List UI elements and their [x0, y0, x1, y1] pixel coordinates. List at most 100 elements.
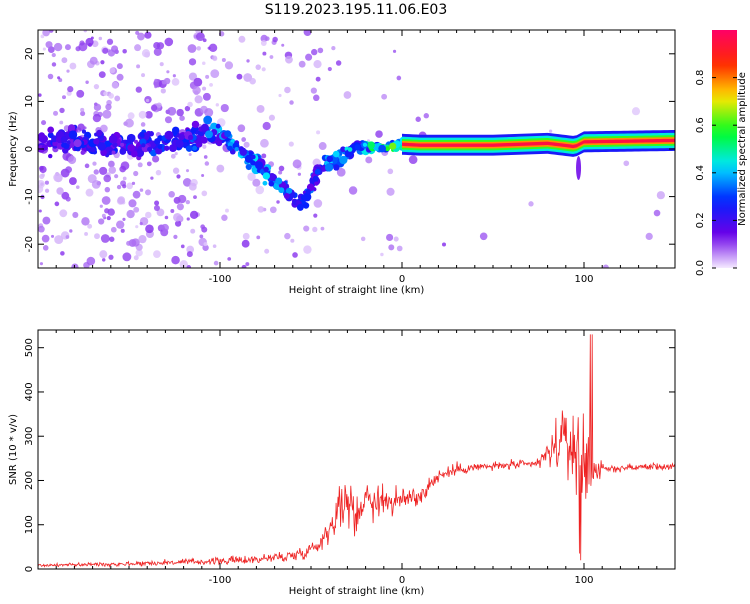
spectrogram-x-tick-label: -100	[209, 274, 232, 285]
spectrum-blob	[196, 46, 201, 51]
spectrum-blob	[85, 80, 89, 84]
spectrum-blob	[116, 184, 122, 190]
spectrum-blob	[479, 232, 488, 241]
spectrum-blob	[42, 30, 50, 37]
spectrum-blob	[316, 130, 321, 135]
spectrum-blob	[317, 47, 324, 54]
spectrum-blob	[290, 238, 295, 243]
spectrum-blob	[311, 48, 318, 56]
spectrum-blob	[423, 113, 429, 119]
spectrum-blob	[106, 216, 111, 221]
spectrum-blob	[102, 109, 112, 119]
ridge-blob	[278, 187, 285, 194]
spectrum-blob	[224, 61, 234, 70]
spectrum-blob	[109, 67, 116, 74]
ridge-blob	[154, 138, 161, 145]
ridge-blob	[296, 203, 304, 211]
spectrum-blob	[99, 166, 108, 175]
spectrum-blob	[199, 234, 204, 239]
spectrum-blob	[164, 215, 169, 220]
spectrum-blob	[132, 190, 141, 199]
spectrum-blob	[144, 31, 152, 39]
ridge-blob	[324, 163, 334, 172]
spectrum-blob	[101, 196, 111, 205]
spectrum-blob	[318, 142, 327, 150]
spectrum-blob	[65, 166, 72, 174]
spectrum-blob	[327, 66, 332, 72]
spectrum-blob	[131, 181, 136, 186]
spectrum-blob	[39, 173, 45, 180]
ridge-blob	[262, 172, 270, 180]
spectrum-blob	[122, 176, 127, 181]
spectrum-blob	[313, 60, 322, 69]
spectrum-blob	[108, 160, 115, 168]
ridge-blob	[339, 155, 348, 165]
spectrum-blob	[298, 60, 306, 68]
snr-y-tick-label: 0	[24, 566, 35, 572]
spectrum-blob	[53, 42, 63, 52]
spectrum-blob	[120, 161, 130, 171]
spectrum-blob	[122, 48, 127, 54]
snr-x-tick-label: 0	[399, 575, 405, 586]
ridge-blob	[185, 145, 193, 152]
spectrum-blob	[164, 37, 174, 47]
ridge-blob	[332, 158, 338, 164]
ridge-blob	[268, 173, 276, 181]
ridge-blob	[304, 194, 311, 201]
ridge-blob	[127, 143, 135, 152]
spectrum-blob	[145, 224, 154, 234]
spectrum-blob	[172, 74, 176, 78]
spectrum-blob	[645, 232, 653, 241]
spectrum-blob	[67, 86, 74, 93]
spectrum-blob	[237, 124, 246, 133]
spectrum-blob	[188, 152, 192, 157]
spectrum-blob	[85, 37, 94, 47]
ridge-blob	[205, 130, 213, 139]
snr-plot-frame	[37, 329, 676, 570]
ridge-blob	[81, 129, 87, 134]
spectrum-blob	[114, 95, 121, 102]
ridge-blob	[333, 164, 340, 171]
spectrum-blob	[392, 49, 397, 53]
spectrum-blob	[173, 212, 182, 222]
colorbar-tick-label: 0.0	[695, 260, 706, 276]
spectrum-blob	[126, 209, 135, 219]
spectrum-blob	[186, 245, 195, 254]
spectrum-blob	[80, 107, 85, 113]
ridge-blob	[155, 147, 163, 155]
ridge-blob	[340, 146, 346, 153]
spectrum-blob	[71, 263, 79, 268]
spectrum-blob	[84, 232, 88, 236]
spectrum-blob	[249, 77, 256, 85]
spectrum-blob	[133, 206, 140, 213]
spectrum-blob	[92, 161, 97, 166]
ridge-blob	[285, 187, 293, 194]
spectrum-blob	[133, 170, 139, 177]
spectrum-blob	[101, 213, 106, 218]
spectrum-blob	[110, 226, 117, 233]
spectrum-blob	[656, 191, 665, 200]
ridge-blob	[239, 148, 248, 156]
spectrum-blob	[141, 73, 146, 78]
spectrum-blob	[261, 153, 267, 159]
spectrum-blob	[313, 213, 318, 218]
spectrum-blob	[196, 32, 205, 41]
spectrum-blob	[98, 36, 103, 41]
spectrum-blob	[167, 106, 177, 116]
spectrum-blob	[262, 121, 271, 131]
spectrum-blob	[128, 199, 137, 208]
spectrum-blob	[310, 87, 317, 94]
spectrum-blob	[186, 217, 190, 221]
spectrum-blob	[93, 169, 99, 175]
spectrum-blob	[387, 168, 394, 175]
snr-series-line	[38, 334, 675, 568]
ridge-blob	[67, 124, 76, 132]
spectrum-blob	[145, 189, 152, 196]
spectrum-blob	[154, 200, 160, 206]
spectrum-blob	[154, 85, 158, 89]
colorbar-tick-label: 0.2	[695, 212, 706, 228]
spectrum-blob	[69, 229, 73, 233]
ridge-blob	[203, 115, 213, 125]
ridge-blob	[248, 151, 253, 156]
spectrum-blob	[139, 188, 144, 192]
